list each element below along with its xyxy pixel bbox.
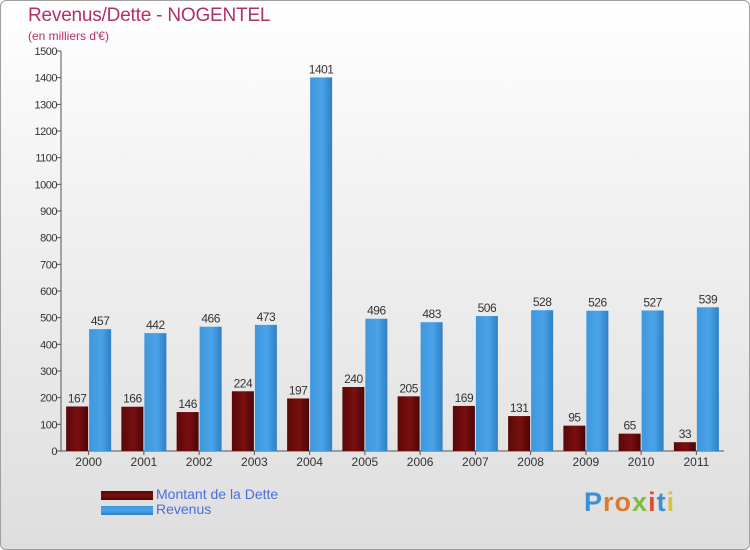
chart-subtitle: (en milliers d'€): [28, 29, 109, 43]
legend-label-dette: Montant de la Dette: [156, 486, 279, 502]
x-tick-label: 2005: [352, 455, 379, 469]
bar-dette: [397, 396, 420, 451]
data-label-dette: 169: [455, 391, 474, 405]
data-label-dette: 167: [68, 391, 87, 405]
data-label-revenus: 506: [478, 301, 497, 315]
bar-revenus: [199, 326, 222, 451]
chart-title: Revenus/Dette - NOGENTEL: [28, 5, 271, 26]
bar-dette: [66, 406, 89, 451]
y-tick-label: 1000: [35, 179, 58, 191]
bar-dette: [121, 406, 144, 451]
legend-swatch-dette: [101, 491, 153, 500]
y-tick-label: 700: [40, 259, 57, 271]
bar-revenus: [696, 307, 719, 451]
bar-revenus: [475, 316, 498, 451]
data-label-revenus: 442: [146, 318, 165, 332]
data-label-dette: 205: [399, 381, 418, 395]
logo-letter: i: [648, 487, 657, 517]
x-tick-label: 2009: [573, 455, 600, 469]
logo-letter: o: [614, 487, 633, 517]
y-tick-label: 1100: [35, 153, 57, 165]
y-tick-label: 400: [40, 339, 57, 351]
bar-revenus: [586, 310, 609, 451]
bar-dette: [618, 433, 641, 451]
data-label-dette: 131: [510, 401, 529, 415]
x-tick-label: 2008: [517, 455, 544, 469]
logo-letter: P: [584, 487, 604, 517]
bar-revenus: [531, 310, 554, 451]
bar-revenus: [89, 329, 112, 451]
y-tick-label: 200: [40, 393, 57, 405]
logo-letter: r: [603, 487, 615, 517]
data-label-revenus: 528: [533, 295, 552, 309]
y-tick-label: 900: [40, 206, 57, 218]
bar-dette: [673, 442, 696, 451]
bar-dette: [176, 412, 199, 451]
bar-dette: [508, 416, 531, 451]
x-tick-label: 2004: [296, 455, 323, 469]
bar-dette: [231, 391, 254, 451]
logo-letter: x: [632, 487, 649, 517]
data-label-dette: 146: [178, 397, 197, 411]
data-label-dette: 95: [568, 411, 581, 425]
bar-revenus: [420, 322, 443, 451]
y-tick-label: 1300: [35, 99, 58, 111]
y-tick-label: 300: [40, 366, 57, 378]
data-label-dette: 33: [679, 427, 692, 441]
logo-letter: i: [666, 487, 676, 517]
y-tick-label: 1400: [35, 73, 58, 85]
x-tick-label: 2002: [186, 455, 213, 469]
logo-letter: t: [656, 487, 667, 517]
x-tick-label: 2010: [628, 455, 655, 469]
bar-dette: [452, 405, 475, 451]
data-label-revenus: 526: [588, 296, 607, 310]
bar-revenus: [144, 333, 167, 451]
data-label-revenus: 1401: [309, 62, 335, 76]
bar-dette: [342, 387, 365, 451]
legend-label-revenus: Revenus: [156, 501, 212, 517]
data-label-revenus: 527: [643, 295, 662, 309]
x-tick-label: 2001: [131, 455, 158, 469]
data-label-revenus: 539: [699, 292, 718, 306]
data-label-revenus: 483: [422, 307, 441, 321]
bar-dette: [287, 398, 310, 451]
proxiti-logo: Proxiti: [584, 487, 675, 518]
bar-revenus: [310, 77, 333, 452]
data-label-revenus: 496: [367, 304, 386, 318]
data-label-dette: 197: [289, 383, 308, 397]
bar-revenus: [641, 310, 664, 451]
data-label-revenus: 457: [91, 314, 110, 328]
bar-revenus: [254, 324, 277, 451]
data-label-revenus: 473: [257, 310, 276, 324]
y-tick-label: 600: [40, 286, 57, 298]
x-tick-label: 2006: [407, 455, 434, 469]
bar-revenus: [365, 318, 388, 451]
y-tick-label: 1500: [35, 46, 58, 58]
y-tick-label: 0: [51, 446, 57, 458]
x-tick-label: 2003: [241, 455, 268, 469]
x-tick-label: 2007: [462, 455, 489, 469]
x-tick-label: 2000: [75, 455, 102, 469]
y-tick-label: 800: [40, 233, 57, 245]
data-label-dette: 224: [234, 376, 253, 390]
x-tick-label: 2011: [683, 455, 709, 469]
y-tick-label: 1200: [35, 126, 58, 138]
legend-swatch-revenus: [101, 506, 153, 515]
data-label-dette: 166: [123, 392, 142, 406]
data-label-revenus: 466: [201, 312, 220, 326]
y-tick-label: 500: [40, 313, 57, 325]
data-label-dette: 65: [623, 419, 636, 433]
bar-dette: [563, 425, 586, 451]
data-label-dette: 240: [344, 372, 363, 386]
y-tick-label: 100: [40, 419, 57, 431]
